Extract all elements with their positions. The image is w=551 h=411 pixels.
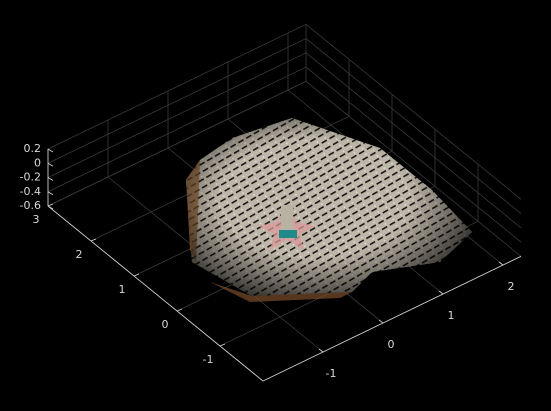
z-tick-label: 0.2	[24, 142, 42, 155]
point-cloud-shade	[186, 118, 472, 296]
y-tick-label: -1	[203, 353, 214, 366]
grid-line	[47, 38, 307, 164]
sensor-base	[279, 230, 297, 238]
x-tick-mark	[318, 348, 324, 353]
y-tick-mark	[176, 308, 183, 312]
z-tick-mark	[47, 191, 54, 196]
grid-line	[47, 52, 307, 178]
grid-line	[47, 66, 307, 193]
x-tick-mark	[438, 290, 444, 295]
sensor	[281, 205, 293, 231]
y-tick-mark	[47, 203, 54, 207]
x-tick-label: 1	[448, 309, 455, 322]
y-tick-label: 0	[162, 318, 169, 331]
grid-line	[305, 66, 522, 243]
x-tick-mark	[378, 319, 384, 324]
x-tick-label: 2	[508, 280, 515, 293]
grid-line	[305, 52, 522, 229]
z-tick-label: -0.4	[20, 185, 41, 198]
y-tick-mark	[90, 238, 97, 242]
y-tick-label: 1	[119, 283, 126, 296]
grid-line	[47, 23, 307, 150]
z-tick-label: -0.6	[20, 199, 41, 212]
z-tick-label: 0	[34, 156, 41, 169]
y-tick-label: 3	[33, 213, 40, 226]
x-tick-label: -1	[326, 367, 337, 380]
x-axis-line	[262, 255, 522, 382]
grid-line	[305, 80, 522, 257]
grid-line	[47, 80, 307, 207]
z-tick-mark	[47, 148, 54, 153]
z-tick-mark	[47, 162, 54, 167]
point-cloud	[186, 118, 472, 302]
y-tick-mark	[133, 273, 140, 277]
point-cloud-edge	[210, 282, 352, 302]
grid-line	[305, 23, 522, 200]
z-tick-label: -0.2	[20, 171, 41, 184]
y-tick-mark	[219, 343, 226, 347]
z-tick-mark	[47, 177, 54, 181]
x-tick-mark	[498, 261, 504, 266]
y-tick-label: 2	[76, 248, 83, 261]
grid-line	[305, 38, 522, 214]
y-axis-line	[47, 205, 264, 382]
x-tick-label: 0	[388, 338, 395, 351]
